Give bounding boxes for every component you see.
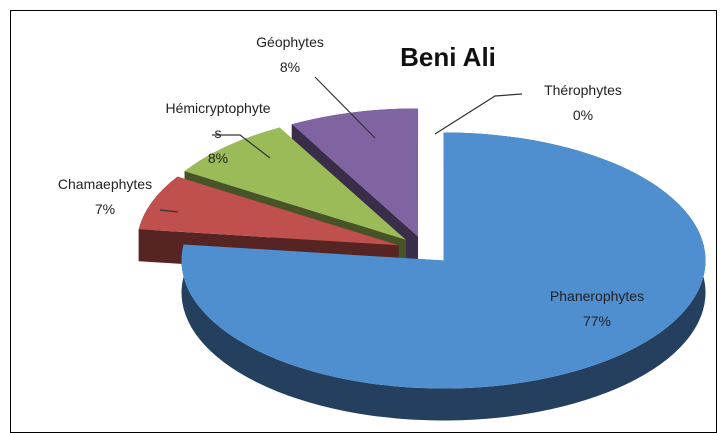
category-label: Hémicryptophytes: [165, 100, 271, 141]
value-label: 7%: [94, 201, 116, 217]
leader-line: [434, 93, 523, 135]
value-label: 0%: [572, 107, 594, 123]
value-label: 77%: [582, 313, 612, 329]
slice-label: Phanerophytes 77%: [517, 284, 677, 334]
value-label: 8%: [207, 150, 229, 166]
pie-slice: [181, 132, 706, 389]
pie-slice: [138, 176, 399, 246]
slice-label: Chamaephytes 7%: [25, 172, 185, 222]
category-label: Phanerophytes: [549, 288, 645, 304]
pie: [138, 108, 706, 421]
category-label: Thérophytes: [544, 82, 622, 98]
pie-slice: [291, 108, 419, 237]
slice-label: Géophytes 8%: [210, 30, 370, 80]
slice-label: Hémicryptophytes 8%: [164, 96, 272, 171]
category-label: Chamaephytes: [57, 176, 153, 192]
category-label: Géophytes: [256, 34, 324, 50]
value-label: 8%: [279, 59, 301, 75]
leader-line: [159, 209, 179, 213]
leader-line: [314, 76, 376, 139]
chart-title: Beni Ali: [400, 42, 496, 72]
leader-lines: [159, 76, 523, 213]
pie-slice: [184, 127, 406, 240]
leader-line: [212, 134, 271, 159]
slice-label: Thérophytes 0%: [503, 78, 663, 128]
